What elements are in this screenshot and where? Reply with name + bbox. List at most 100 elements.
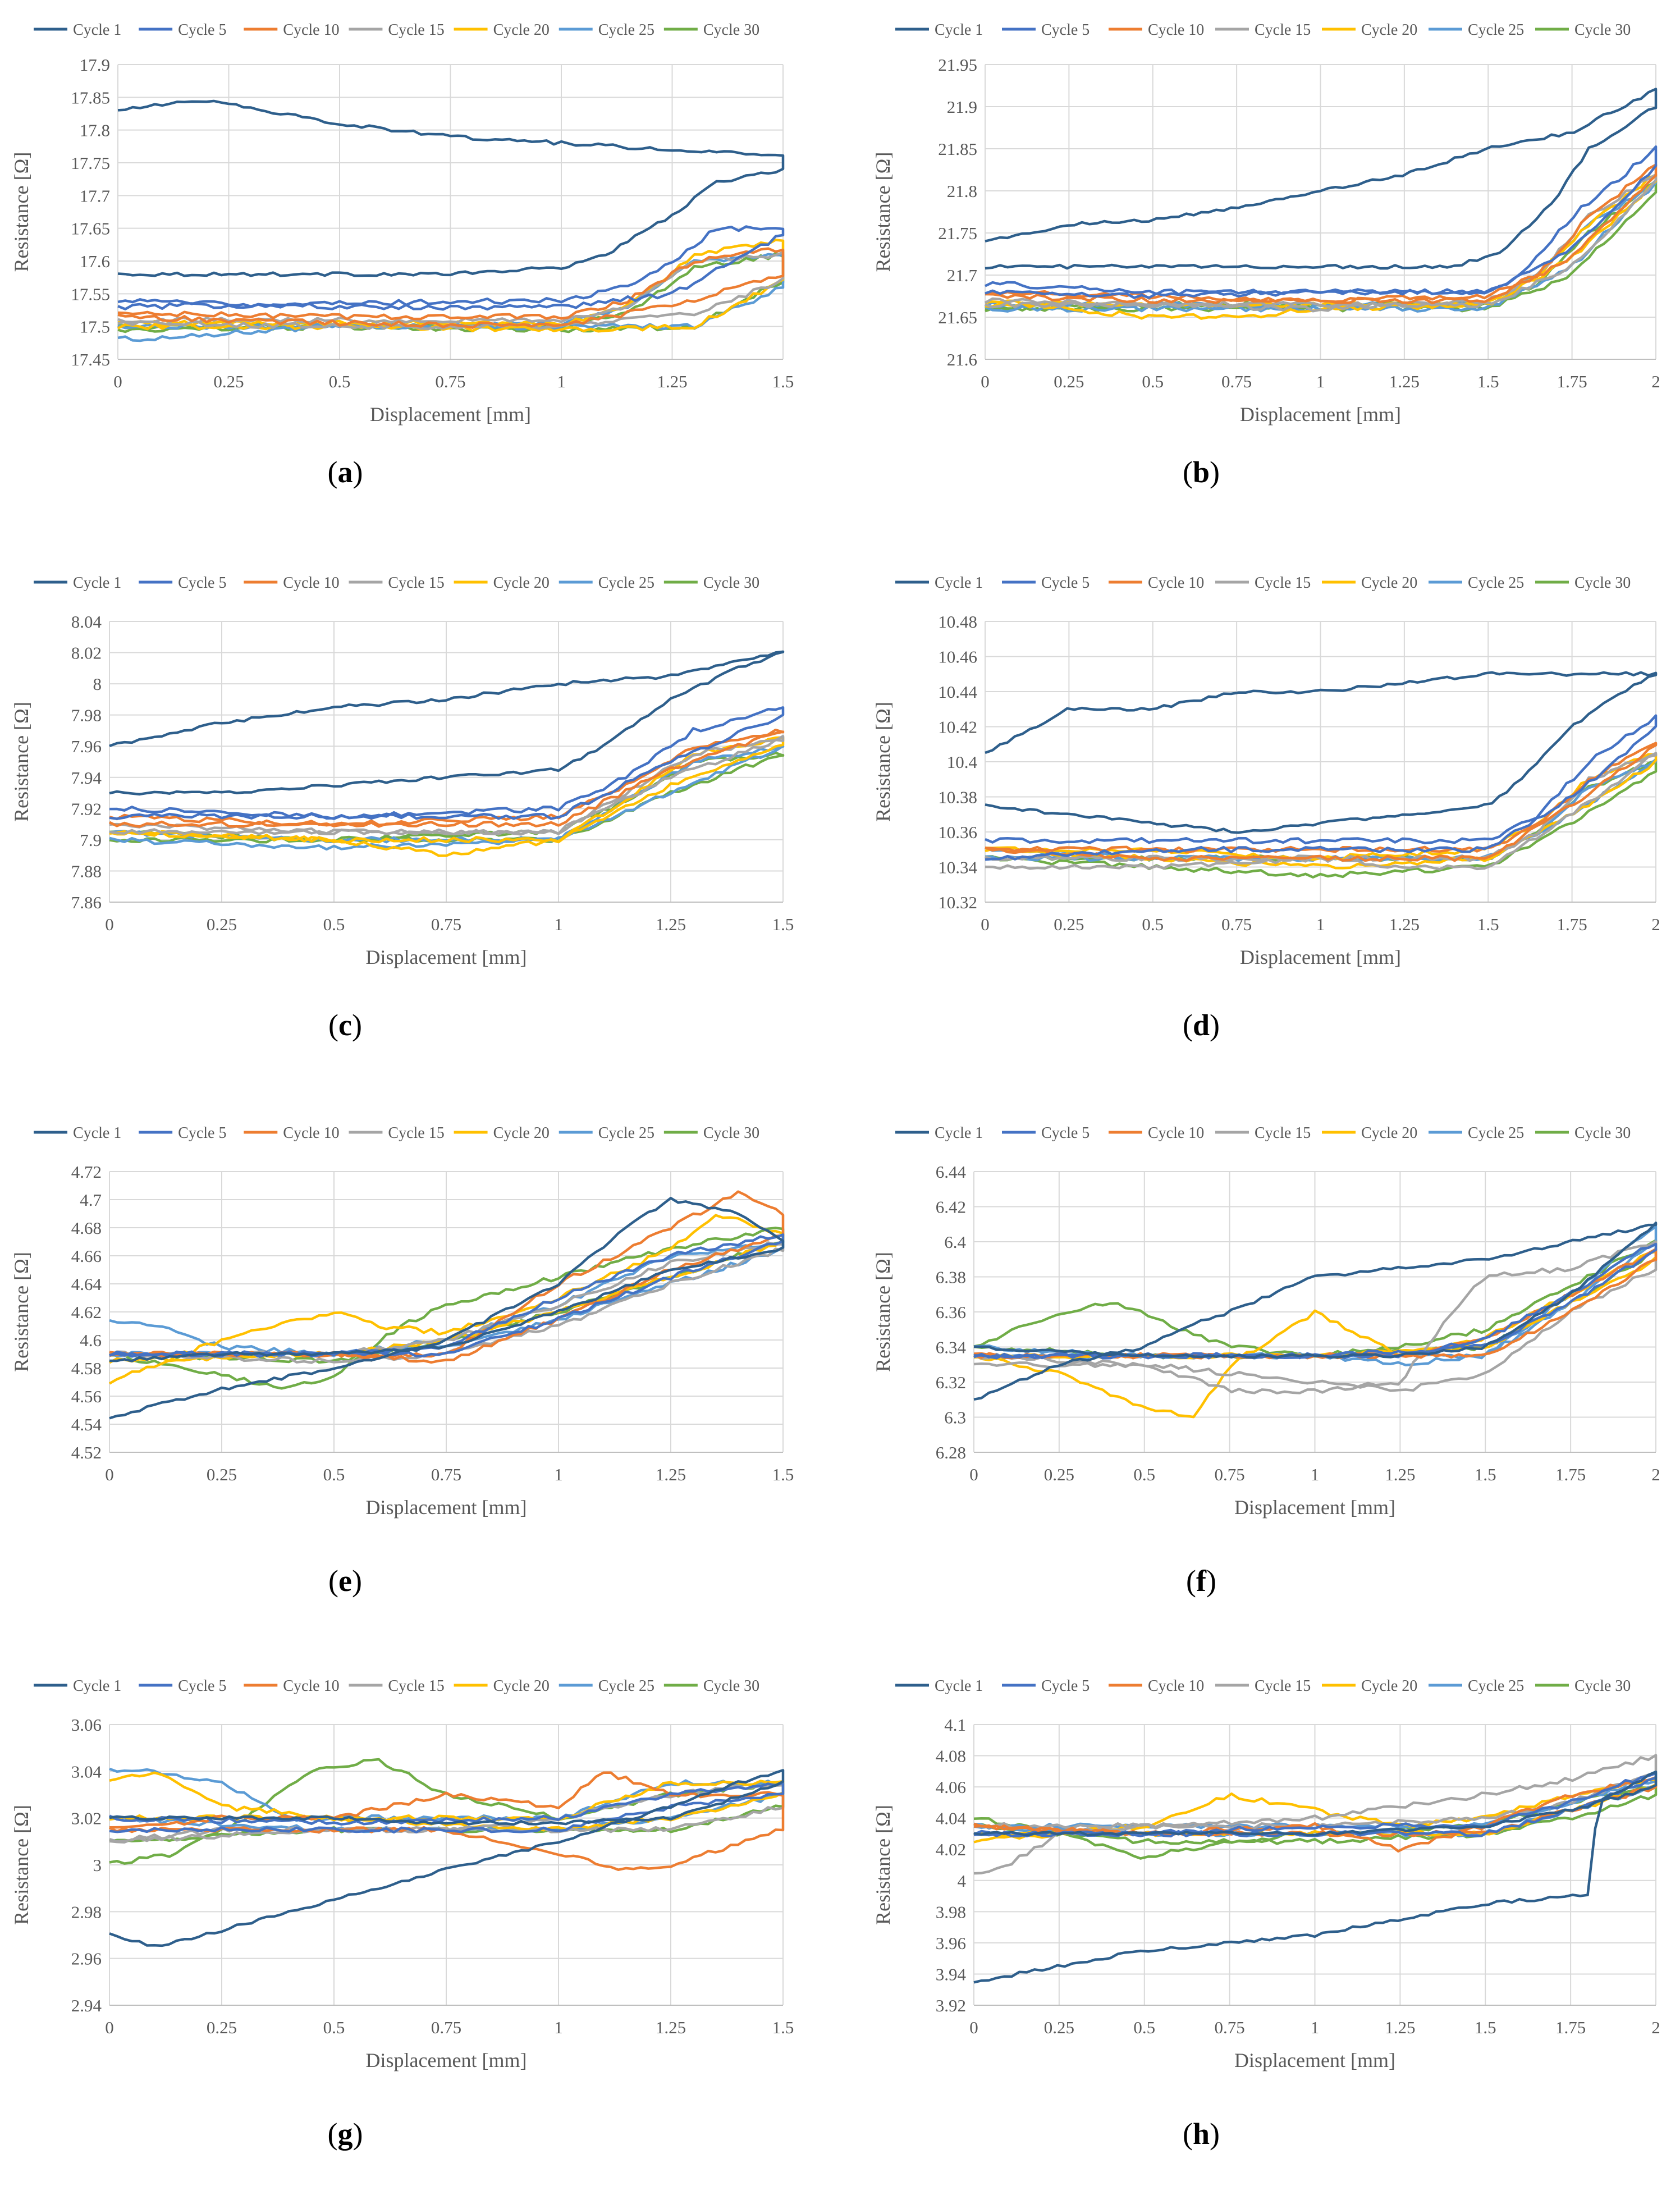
series-line-cycle-5 — [109, 1233, 785, 1358]
series-group — [117, 99, 785, 342]
y-tick-label: 6.32 — [936, 1373, 966, 1392]
y-tick-label: 21.65 — [938, 308, 977, 327]
legend-label: Cycle 15 — [388, 21, 444, 39]
y-tick-label: 3.92 — [936, 1996, 966, 2015]
legend-label: Cycle 5 — [178, 574, 226, 592]
y-tick-label: 4.68 — [71, 1218, 102, 1238]
legend-label: Cycle 20 — [493, 574, 550, 592]
y-tick-label: 3 — [93, 1855, 102, 1875]
panel-letter: h — [1192, 2117, 1210, 2151]
series-group — [973, 1222, 1658, 1419]
x-tick-label: 0.25 — [1054, 372, 1084, 391]
y-tick-label: 7.94 — [71, 768, 102, 788]
y-tick-label: 7.96 — [71, 737, 102, 756]
y-tick-label: 3.98 — [936, 1902, 966, 1922]
chart-e: 4.52 4.54 4.56 4.58 4.6 4.62 4.64 4.66 4.68 4.7 4.… — [10, 1124, 794, 1519]
y-tick-label: 4.52 — [71, 1443, 102, 1462]
chart-g: 2.94 2.96 2.98 3 3.02 3.04 3.06 0 0.25 0.5 0.75 1 1.… — [10, 1677, 794, 2071]
x-tick-label: 0.5 — [1133, 2018, 1155, 2037]
x-tick-label: 0.25 — [213, 372, 244, 391]
legend-label: Cycle 1 — [73, 1677, 121, 1695]
y-tick-label: 4.6 — [80, 1330, 102, 1350]
series-line-cycle-5 — [117, 225, 785, 311]
legend: Cycle 1 Cycle 5 Cycle 10 Cycle 15 Cycle 20 Cy… — [34, 1677, 759, 1695]
y-tick-label: 6.38 — [936, 1268, 966, 1287]
legend-label: Cycle 25 — [598, 1124, 654, 1142]
y-axis-title: Resistance [Ω] — [872, 152, 894, 272]
y-tick-label: 6.28 — [936, 1443, 966, 1462]
y-tick-label: 7.86 — [71, 893, 102, 912]
series-group — [984, 88, 1658, 320]
x-tick-label: 0.75 — [1215, 2018, 1245, 2037]
series-group — [985, 671, 1658, 879]
chart-h: 3.92 3.94 3.96 3.98 4 4.02 4.04 4.06 4.08 4.1 0 0.2… — [872, 1677, 1660, 2071]
y-tick-label: 7.92 — [71, 799, 102, 818]
x-tick-label: 1 — [1311, 2018, 1320, 2037]
x-tick-label: 1.5 — [1477, 372, 1499, 391]
panel-caption: (d) — [1182, 1008, 1220, 1042]
chart-c: 7.86 7.88 7.9 7.92 7.94 7.96 7.98 8 8.02 8.04 0 0.2… — [10, 574, 794, 968]
y-tick-label: 17.55 — [71, 284, 110, 304]
y-tick-label: 8.02 — [71, 643, 102, 663]
legend-label: Cycle 15 — [1255, 21, 1311, 39]
legend-label: Cycle 30 — [703, 21, 759, 39]
legend-label: Cycle 10 — [283, 1124, 339, 1142]
legend: Cycle 1 Cycle 5 Cycle 10 Cycle 15 Cycle 20 Cy… — [34, 574, 759, 592]
series-group — [108, 650, 785, 857]
y-tick-label: 8 — [93, 674, 102, 694]
y-tick-label: 2.98 — [71, 1902, 102, 1922]
legend-label: Cycle 5 — [178, 21, 226, 39]
y-tick-label: 4.1 — [944, 1715, 966, 1735]
y-tick-label: 4.56 — [71, 1387, 102, 1406]
legend-label: Cycle 25 — [598, 574, 654, 592]
y-tick-label: 7.9 — [80, 830, 102, 850]
x-tick-label: 0.5 — [329, 372, 351, 391]
x-tick-label: 1.75 — [1555, 1465, 1586, 1484]
y-tick-label: 4.7 — [80, 1190, 102, 1210]
panel-caption: (g) — [327, 2117, 363, 2151]
panel-caption: (b) — [1182, 455, 1220, 489]
y-tick-label: 4.02 — [936, 1840, 966, 1859]
x-tick-label: 1 — [554, 1465, 563, 1484]
series-group — [108, 1190, 785, 1420]
x-tick-label: 0.75 — [431, 1465, 461, 1484]
x-tick-label: 1.5 — [772, 1465, 794, 1484]
y-axis-title: Resistance [Ω] — [10, 1805, 33, 1925]
legend-label: Cycle 1 — [73, 21, 121, 39]
panel-caption: (c) — [328, 1008, 362, 1042]
y-tick-label: 21.9 — [947, 97, 977, 117]
x-tick-label: 0 — [969, 1465, 978, 1484]
y-tick-label: 17.8 — [80, 121, 110, 140]
y-tick-label: 7.98 — [71, 706, 102, 725]
y-tick-label: 17.65 — [71, 219, 110, 239]
y-tick-label: 4.72 — [71, 1162, 102, 1182]
y-tick-label: 21.85 — [938, 139, 977, 159]
x-tick-label: 1 — [554, 914, 563, 934]
series-line-cycle-15 — [973, 1754, 1658, 1875]
x-tick-label: 1 — [557, 372, 566, 391]
chart-a: 17.45 17.5 17.55 17.6 17.65 17.7 17.75 17.8 17.8… — [10, 21, 794, 426]
legend-label: Cycle 1 — [73, 1124, 121, 1142]
legend-label: Cycle 10 — [283, 21, 339, 39]
y-tick-label: 17.7 — [80, 186, 110, 205]
y-tick-label: 3.06 — [71, 1715, 102, 1735]
legend-label: Cycle 25 — [1468, 574, 1524, 592]
x-axis-title: Displacement [mm] — [366, 2049, 527, 2071]
x-tick-label: 1.25 — [1385, 2018, 1415, 2037]
legend-label: Cycle 15 — [388, 574, 444, 592]
y-tick-label: 3.96 — [936, 1933, 966, 1953]
y-tick-label: 3.02 — [71, 1809, 102, 1828]
legend-label: Cycle 5 — [1041, 1677, 1090, 1695]
legend-label: Cycle 15 — [388, 1124, 444, 1142]
legend: Cycle 1 Cycle 5 Cycle 10 Cycle 15 Cycle 20 Cy… — [895, 1677, 1631, 1695]
y-tick-label: 4.62 — [71, 1302, 102, 1322]
legend-label: Cycle 1 — [935, 1124, 983, 1142]
series-line-cycle-1 — [973, 1770, 1658, 1984]
y-tick-label: 17.5 — [80, 317, 110, 337]
legend-label: Cycle 15 — [1255, 574, 1311, 592]
x-tick-label: 1.75 — [1557, 372, 1587, 391]
y-tick-label: 10.36 — [938, 822, 977, 842]
x-tick-label: 1.75 — [1557, 914, 1587, 934]
y-axis-title: Resistance [Ω] — [872, 1252, 894, 1372]
legend-label: Cycle 30 — [703, 1124, 759, 1142]
